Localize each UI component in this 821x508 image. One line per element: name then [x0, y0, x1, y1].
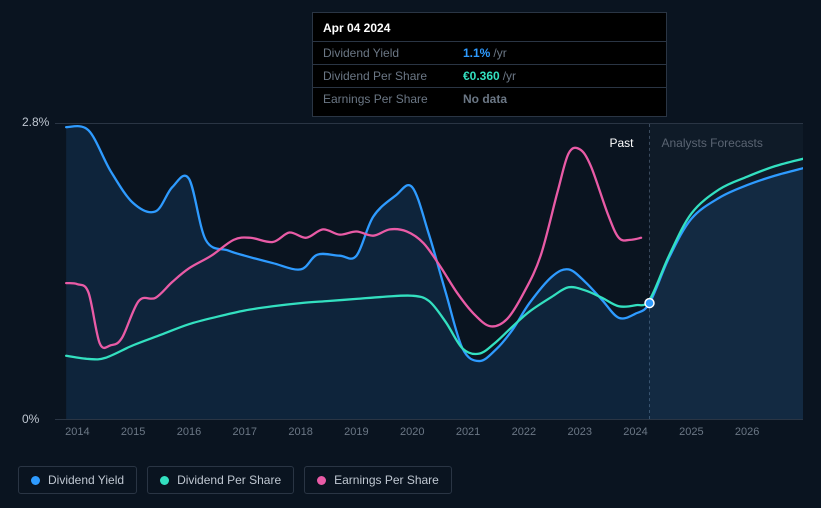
legend-label: Dividend Yield [48, 473, 124, 487]
legend-item[interactable]: Dividend Yield [18, 466, 137, 494]
legend-label: Dividend Per Share [177, 473, 281, 487]
y-axis-label: 2.8% [22, 115, 49, 129]
x-axis-label: 2024 [623, 426, 647, 438]
x-axis-label: 2018 [288, 426, 312, 438]
legend: Dividend Yield Dividend Per Share Earnings… [18, 466, 452, 494]
x-axis-label: 2025 [679, 426, 703, 438]
legend-dot-icon [31, 476, 40, 485]
x-axis-label: 2023 [567, 426, 591, 438]
x-axis: 2014 2015 2016 2017 2018 2019 2020 2021 2022 2023… [55, 426, 803, 446]
chart-plot[interactable]: Past Analysts Forecasts [55, 123, 803, 420]
tooltip-row-unit: /yr [503, 69, 516, 83]
tooltip-row: Earnings Per ShareNo data [313, 87, 666, 110]
legend-dot-icon [317, 476, 326, 485]
x-axis-label: 2015 [121, 426, 145, 438]
tooltip-row-value: €0.360 [463, 69, 500, 83]
x-axis-label: 2026 [735, 426, 759, 438]
y-axis-label: 0% [22, 412, 39, 426]
marker-point [645, 299, 654, 308]
tooltip-row-label: Dividend Per Share [323, 69, 463, 83]
forecast-label: Analysts Forecasts [661, 136, 762, 150]
chart-svg [55, 124, 803, 419]
legend-item[interactable]: Earnings Per Share [304, 466, 452, 494]
x-axis-label: 2021 [456, 426, 480, 438]
legend-label: Earnings Per Share [334, 473, 439, 487]
tooltip-row-label: Earnings Per Share [323, 92, 463, 106]
tooltip-row-label: Dividend Yield [323, 46, 463, 60]
x-axis-label: 2019 [344, 426, 368, 438]
past-label: Past [609, 136, 633, 150]
x-axis-label: 2020 [400, 426, 424, 438]
tooltip-date: Apr 04 2024 [313, 19, 666, 41]
legend-dot-icon [160, 476, 169, 485]
x-axis-label: 2017 [233, 426, 257, 438]
chart-area: Past Analysts Forecasts 2014 2015 2016 2017… [0, 108, 821, 456]
x-axis-label: 2022 [512, 426, 536, 438]
tooltip-row-unit: /yr [493, 46, 506, 60]
x-axis-label: 2016 [177, 426, 201, 438]
x-axis-label: 2014 [65, 426, 89, 438]
legend-item[interactable]: Dividend Per Share [147, 466, 294, 494]
tooltip-row: Dividend Per Share€0.360/yr [313, 64, 666, 87]
tooltip-row-value: No data [463, 92, 507, 106]
tooltip-row: Dividend Yield1.1%/yr [313, 41, 666, 64]
tooltip-row-value: 1.1% [463, 46, 490, 60]
chart-tooltip: Apr 04 2024 Dividend Yield1.1%/yrDividen… [312, 12, 667, 117]
